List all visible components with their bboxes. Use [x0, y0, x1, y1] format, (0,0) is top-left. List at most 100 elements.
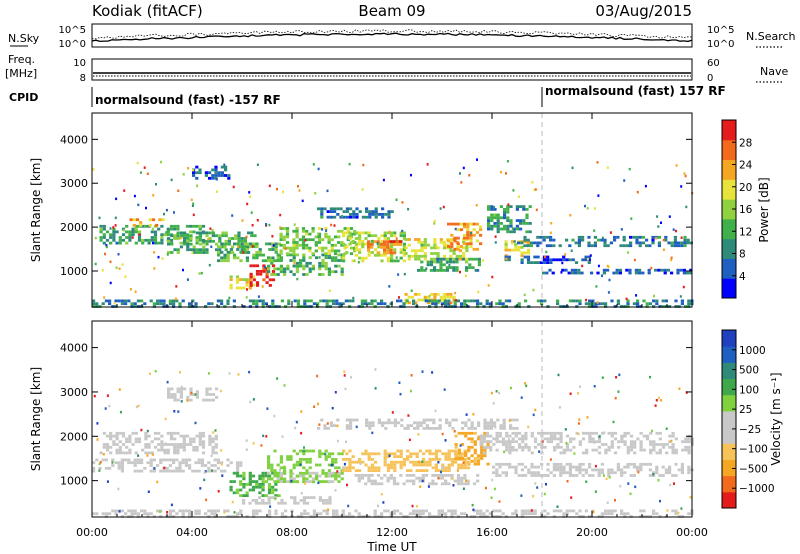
colorbar-swatch	[722, 427, 736, 444]
colorbar-swatch	[722, 346, 736, 363]
colorbar-frame	[721, 329, 737, 509]
y-tick-label: 2000	[60, 221, 88, 234]
colorbar-swatch	[722, 139, 736, 161]
y-tick-label: 4000	[60, 133, 88, 146]
colorbar-swatch	[722, 238, 736, 259]
beam-title: Beam 09	[358, 2, 425, 20]
power-heatmap-cells	[92, 158, 694, 308]
colorbar-tick-label: −100	[739, 444, 768, 456]
data-band-8	[479, 431, 694, 455]
colorbar-swatch	[722, 491, 736, 509]
y-tick-label: 4000	[60, 342, 88, 355]
nsearch-tick-bottom: 10^0	[707, 39, 734, 50]
colorbar-swatch	[722, 459, 736, 477]
data-band-21	[192, 165, 231, 180]
data-band-7	[279, 227, 357, 256]
nave-label: Nave	[760, 65, 788, 78]
data-band-4	[267, 471, 344, 483]
nsky-label: N.Sky	[8, 32, 40, 45]
colorbar-swatch	[722, 199, 736, 220]
data-band-1	[92, 458, 243, 473]
data-band-1	[129, 218, 165, 227]
y-tick-label: 1000	[60, 475, 88, 488]
colorbar-tick-label: 25	[739, 404, 752, 416]
time-xlabel: Time UT	[366, 540, 417, 554]
data-band-0	[99, 431, 218, 455]
data-band-9	[492, 462, 694, 477]
freq-tick-bottom: 8	[80, 73, 86, 84]
data-band-6	[354, 474, 480, 486]
nsearch-label: N.Search	[746, 30, 796, 43]
cpid-label: CPID	[9, 91, 38, 104]
nave-tick-bottom: 0	[707, 73, 713, 84]
time-x-axis: 00:00 04:00 08:00 12:00 16:00 20:00 00:00	[76, 113, 708, 539]
y-tick-label: 3000	[60, 386, 88, 399]
colorbar-tick-label: 28	[739, 137, 752, 149]
colorbar-swatch	[722, 258, 736, 279]
scatter-points	[93, 368, 692, 515]
x-tick-label: 00:00	[676, 526, 708, 539]
data-band-7	[454, 431, 490, 466]
colorbar-swatch	[722, 394, 736, 412]
colorbar-swatch	[722, 362, 736, 380]
data-band-13	[487, 205, 532, 234]
colorbar-tick-label: −25	[739, 424, 761, 436]
data-band-12	[447, 222, 483, 251]
colorbar-tick-label: 12	[739, 226, 752, 238]
colorbar-swatch	[722, 378, 736, 396]
colorbar-swatch	[722, 278, 736, 299]
colorbar-tick-label: 4	[739, 271, 746, 283]
data-band-15	[504, 255, 591, 264]
colorbar-swatch	[722, 330, 736, 347]
velocity-heatmap-cells	[92, 368, 694, 518]
velocity-panel-frame	[91, 320, 693, 518]
nsky-tick-bottom: 10^0	[59, 39, 86, 50]
freq-panel-frame	[91, 58, 693, 81]
data-band-13	[167, 387, 219, 402]
power-colorbar-label: Power [dB]	[757, 177, 771, 242]
colorbar-swatch	[722, 410, 736, 428]
power-panel-frame	[91, 112, 693, 308]
colorbar-tick-label: 24	[739, 160, 753, 172]
data-band-11	[417, 257, 481, 272]
velocity-ylabel: Slant Range [km]	[29, 367, 43, 471]
data-band-17	[542, 268, 693, 275]
station-title: Kodiak (fitACF)	[92, 2, 203, 20]
data-band-11	[242, 496, 332, 505]
colorbar-tick-label: 1000	[739, 345, 766, 357]
x-tick-label: 12:00	[376, 526, 408, 539]
colorbar-tick-label: 20	[739, 182, 752, 194]
colorbar-swatch	[722, 159, 736, 180]
colorbar-swatch	[722, 443, 736, 460]
data-band-6	[267, 253, 344, 276]
data-band-16	[517, 235, 693, 248]
colorbar-tick-label: 100	[739, 384, 759, 396]
power-colorbar: 28 24 20 16 12 8 4	[721, 119, 753, 299]
data-band-20	[317, 207, 394, 219]
x-tick-label: 20:00	[576, 526, 608, 539]
colorbar-swatch	[722, 475, 736, 493]
nave-tick-top: 60	[707, 58, 720, 69]
scatter-points	[92, 158, 694, 305]
x-tick-label: 16:00	[476, 526, 508, 539]
x-tick-label: 00:00	[76, 526, 108, 539]
power-y-axis: 1000 2000 3000 4000	[60, 133, 692, 278]
cpid-segment-2: normalsound (fast) 157 RF	[545, 84, 726, 98]
y-tick-label: 3000	[60, 177, 88, 190]
nsearch-tick-top: 10^5	[707, 25, 734, 36]
data-band-9	[367, 240, 403, 255]
nsky-panel-frame	[91, 23, 693, 48]
data-band-5	[342, 449, 470, 472]
data-band-2	[229, 471, 281, 497]
freq-label-line2: [MHz]	[5, 67, 37, 80]
velocity-colorbar: 1000 500 100 25 −25 −100 −500 −1000	[721, 329, 775, 509]
colorbar-tick-label: 16	[739, 204, 753, 216]
velocity-y-axis: 1000 2000 3000 4000	[60, 342, 692, 488]
colorbar-tick-label: 8	[739, 249, 746, 261]
nsky-trace	[91, 32, 693, 43]
colorbar-tick-label: −1000	[739, 483, 775, 495]
colorbar-tick-label: 500	[739, 365, 759, 377]
x-tick-label: 08:00	[276, 526, 308, 539]
x-tick-label: 04:00	[176, 526, 208, 539]
